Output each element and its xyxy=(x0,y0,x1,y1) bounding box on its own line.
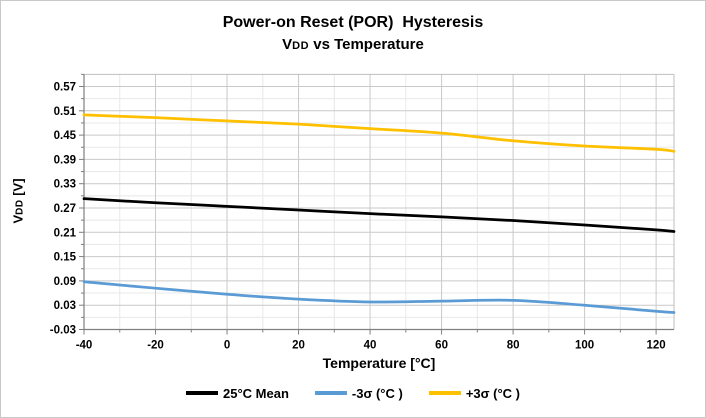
y-tick-label: 0.27 xyxy=(54,203,76,215)
x-tick-label: 80 xyxy=(507,340,520,352)
legend-line-swatch-mean xyxy=(186,391,218,395)
y-tick-label: 0.21 xyxy=(54,227,77,239)
y-tick-label: 0.45 xyxy=(54,130,77,142)
series-line-mean-25c xyxy=(82,197,676,233)
legend-label-minus-3sigma: -3σ (°C ) xyxy=(351,385,403,401)
chart-title-block: Power-on Reset (POR) Hysteresis VDD vs T… xyxy=(1,11,705,57)
legend-item-plus-3sigma: +3σ (°C ) xyxy=(428,385,520,401)
y-axis-title: VDD [V] xyxy=(10,178,26,224)
y-tick-label: 0.57 xyxy=(54,82,76,94)
legend-line-swatch-plus-3sigma xyxy=(428,391,461,395)
legend: 25°C Mean -3σ (°C ) +3σ (°C ) xyxy=(1,382,705,404)
legend-item-mean: 25°C Mean xyxy=(186,386,289,401)
x-tick-label: -20 xyxy=(147,340,164,352)
legend-item-minus-3sigma: -3σ (°C ) xyxy=(314,385,403,401)
chart-title: Power-on Reset (POR) Hysteresis xyxy=(222,14,484,31)
x-tick-label: 100 xyxy=(575,340,594,352)
x-tick-label: 20 xyxy=(292,340,305,352)
chart-subtitle: VDD vs Temperature xyxy=(282,36,424,53)
y-tick-label: -0.03 xyxy=(50,325,76,337)
series-line-plus-3sigma xyxy=(82,113,676,153)
y-tick-label: 0.15 xyxy=(54,252,77,264)
x-tick-label: -40 xyxy=(76,340,93,352)
x-tick-label: 60 xyxy=(435,340,448,352)
y-tick-label: 0.51 xyxy=(54,106,77,118)
legend-label-plus-3sigma: +3σ (°C ) xyxy=(465,385,520,401)
x-tick-label: 0 xyxy=(224,340,230,352)
series-line-minus-3sigma xyxy=(82,280,676,314)
legend-line-swatch-minus-3sigma xyxy=(314,391,347,395)
x-tick-label: 120 xyxy=(647,340,666,352)
x-tick-label: 40 xyxy=(364,340,377,352)
y-tick-label: 0.39 xyxy=(54,154,76,166)
legend-label-mean: 25°C Mean xyxy=(223,385,289,401)
x-axis-title: Temperature [°C] xyxy=(322,355,436,371)
y-tick-label: 0.03 xyxy=(54,300,76,312)
y-tick-label: 0.33 xyxy=(54,179,76,191)
y-tick-label: 0.09 xyxy=(54,276,76,288)
